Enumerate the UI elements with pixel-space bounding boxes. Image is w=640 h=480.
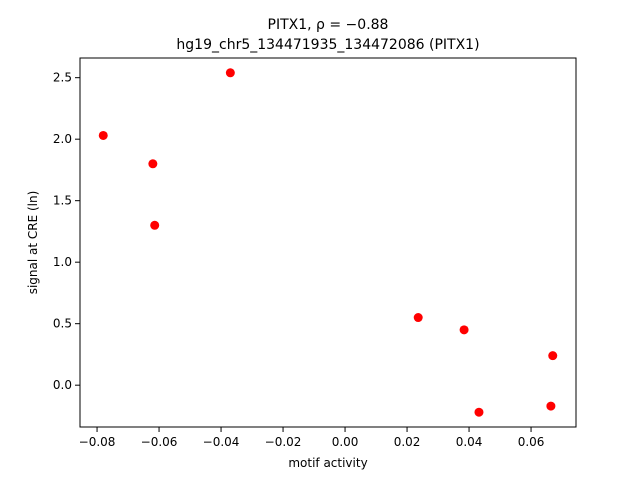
data-point-3 (150, 220, 160, 230)
data-point-6 (459, 325, 469, 335)
x-tick-label: −0.02 (265, 435, 302, 449)
plot-area (98, 68, 558, 417)
y-tick-label: 0.5 (53, 317, 72, 331)
data-point-8 (546, 401, 556, 411)
chart-title-line1: PITX1, ρ = −0.88 (268, 17, 389, 33)
x-tick-label: 0.00 (332, 435, 359, 449)
axes-frame (79, 57, 577, 428)
y-axis: 0.0 0.5 1.0 1.5 2.0 2.5 (53, 71, 80, 392)
x-tick-label: −0.04 (203, 435, 240, 449)
data-point-4 (225, 68, 235, 78)
y-tick-label: 0.0 (53, 378, 72, 392)
y-tick-label: 1.0 (53, 255, 72, 269)
x-tick-label: −0.08 (79, 435, 116, 449)
data-point-1 (98, 130, 108, 140)
x-axis-label: motif activity (288, 456, 367, 470)
data-point-2 (148, 159, 158, 169)
data-point-5 (413, 313, 423, 323)
data-point-9 (548, 351, 558, 361)
x-tick-label: 0.06 (518, 435, 545, 449)
y-tick-label: 1.5 (53, 194, 72, 208)
chart-title-line2: hg19_chr5_134471935_134472086 (PITX1) (176, 37, 479, 53)
data-point-7 (474, 407, 484, 417)
y-tick-label: 2.0 (53, 132, 72, 146)
x-tick-label: 0.04 (456, 435, 483, 449)
x-tick-label: 0.02 (394, 435, 421, 449)
y-axis-label: signal at CRE (ln) (26, 191, 40, 295)
x-tick-label: −0.06 (141, 435, 178, 449)
x-axis: −0.08 −0.06 −0.04 −0.02 0.00 0.02 0.04 0.06 (79, 427, 545, 449)
y-tick-label: 2.5 (53, 71, 72, 85)
